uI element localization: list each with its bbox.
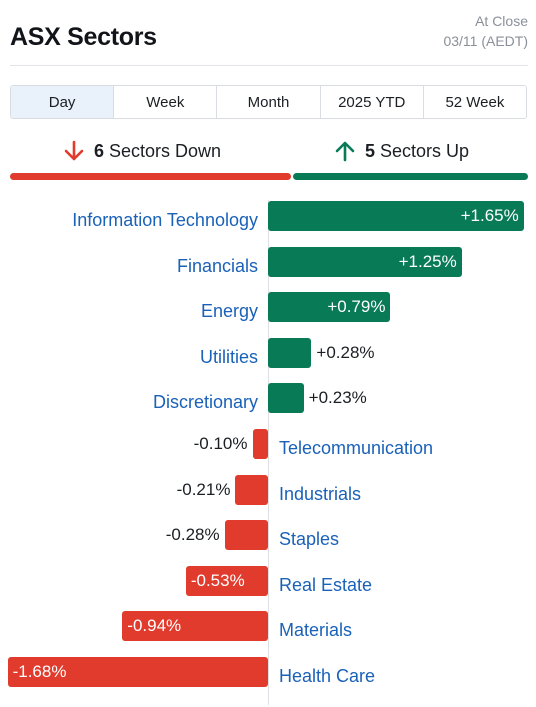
sectors-down-summary: 6 Sectors Down [64, 138, 221, 164]
value-staples: -0.28% [165, 525, 220, 544]
sector-link-energy[interactable]: Energy [200, 301, 258, 321]
value-real-estate: -0.53% [190, 571, 245, 590]
arrow-up-icon [335, 141, 355, 162]
status-text: At Close [475, 13, 528, 29]
bar-telecommunication [252, 429, 268, 459]
tab-day[interactable]: Day [11, 86, 114, 118]
value-materials: -0.94% [127, 616, 182, 635]
period-tabs: Day Week Month 2025 YTD 52 Week [10, 85, 527, 119]
bar-health-care [7, 657, 268, 687]
header-divider [10, 65, 528, 66]
value-information-technology: +1.65% [460, 206, 519, 225]
value-industrials: -0.21% [176, 480, 231, 499]
value-financials: +1.25% [398, 252, 457, 271]
bar-discretionary [268, 383, 304, 413]
tab-ytd[interactable]: 2025 YTD [319, 86, 423, 118]
arrow-down-icon [64, 140, 84, 161]
bar-industrials [235, 475, 268, 505]
value-utilities: +0.28% [316, 343, 375, 362]
bar-information-technology [268, 201, 524, 231]
sector-link-utilities[interactable]: Utilities [199, 347, 258, 367]
sectors-up-split-bar [293, 173, 528, 180]
page-title: ASX Sectors [10, 23, 157, 51]
bar-real-estate [185, 566, 268, 596]
sectors-up-summary: 5 Sectors Up [335, 138, 469, 164]
value-health-care: -1.68% [12, 662, 67, 681]
sector-link-industrials[interactable]: Industrials [279, 484, 362, 504]
value-energy: +0.79% [327, 297, 386, 316]
sectors-up-count: 5 [365, 140, 376, 161]
sector-link-materials[interactable]: Materials [279, 620, 353, 640]
chart-zero-axis [268, 200, 269, 705]
sector-link-real-estate[interactable]: Real Estate [279, 575, 373, 595]
tab-52-week[interactable]: 52 Week [422, 86, 526, 118]
sectors-down-split-bar [10, 173, 291, 180]
bar-financials [268, 247, 462, 277]
sector-link-telecommunication[interactable]: Telecommunication [279, 438, 434, 458]
sectors-down-label: Sectors Down [109, 140, 222, 161]
sector-link-health-care[interactable]: Health Care [279, 666, 376, 686]
tab-week[interactable]: Week [113, 86, 217, 118]
sector-link-financials[interactable]: Financials [176, 256, 258, 276]
bar-energy [268, 292, 391, 322]
status-date: 03/11 (AEDT) [443, 33, 528, 49]
sectors-up-label: Sectors Up [380, 140, 470, 161]
sector-link-discretionary[interactable]: Discretionary [152, 392, 258, 412]
value-discretionary: +0.23% [308, 388, 367, 407]
tab-month[interactable]: Month [216, 86, 320, 118]
value-telecommunication: -0.10% [193, 434, 248, 453]
bar-materials [122, 611, 268, 641]
sector-link-information-technology[interactable]: Information Technology [72, 210, 258, 230]
bar-utilities [268, 338, 312, 368]
bar-staples [224, 520, 268, 550]
sector-link-staples[interactable]: Staples [279, 529, 340, 549]
market-status: At Close 03/11 (AEDT) [443, 11, 528, 51]
sectors-down-count: 6 [94, 140, 105, 161]
